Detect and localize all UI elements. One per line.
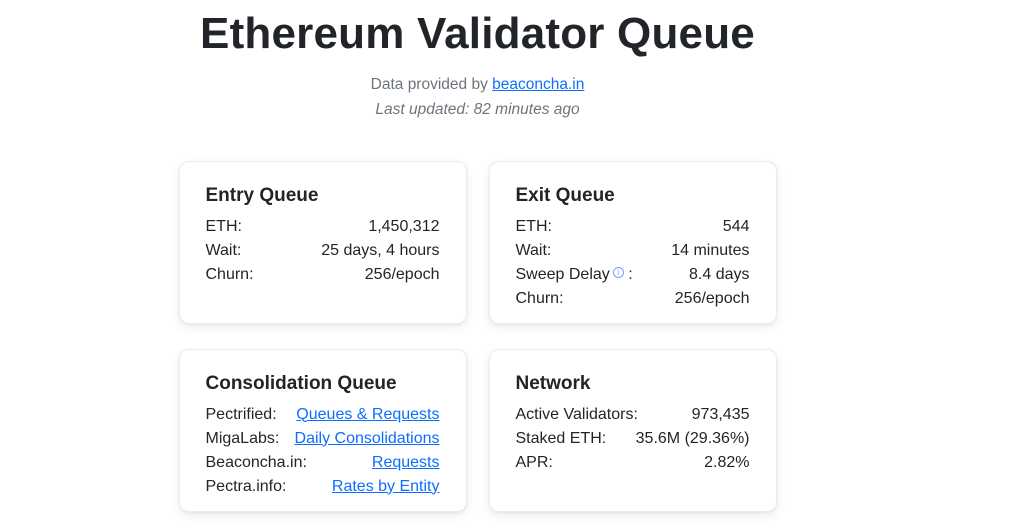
- card-title: Network: [515, 372, 591, 394]
- subtitle-text: Data provided by: [370, 75, 488, 93]
- row-label-text: Sweep Delay: [515, 265, 610, 283]
- stat-row: Pectra.info: Rates by Entity: [206, 475, 440, 499]
- row-label: Churn:: [206, 263, 254, 287]
- row-label-text: APR:: [515, 453, 553, 471]
- row-label-text: Staked ETH:: [515, 429, 607, 447]
- subtitle: Data provided by beaconcha.in: [0, 73, 955, 96]
- row-label-text: MigaLabs:: [205, 429, 280, 447]
- row-label-text: Pectra.info:: [205, 477, 287, 495]
- card-title: Entry Queue: [205, 184, 319, 206]
- stat-row: Active Validators: 973,435: [516, 403, 750, 427]
- row-label-text: ETH:: [515, 217, 552, 235]
- row-label: MigaLabs:: [206, 427, 280, 451]
- stat-row: ETH: 544: [516, 215, 750, 239]
- card-title: Exit Queue: [515, 184, 615, 206]
- row-label-text: Churn:: [205, 265, 254, 283]
- cards-grid: Entry Queue ETH: 1,450,312 Wait: 25 days, 4 …: [178, 160, 777, 512]
- stat-row: MigaLabs: Daily Consolidations: [206, 427, 440, 451]
- beaconcha-link[interactable]: beaconcha.in: [492, 75, 585, 93]
- row-label-text: Churn:: [515, 289, 564, 307]
- info-icon[interactable]: i: [612, 266, 624, 278]
- row-value: 2.82%: [704, 453, 750, 471]
- card-entry-queue: Entry Queue ETH: 1,450,312 Wait: 25 days, 4 …: [178, 160, 467, 324]
- last-updated-text: Last updated: 82 minutes ago: [375, 100, 580, 118]
- row-label-text: Pectrified:: [205, 405, 277, 423]
- row-value: 256/epoch: [364, 265, 440, 283]
- stat-row: Sweep Delay i : 8.4 days: [516, 263, 750, 287]
- content-column: Ethereum Validator Queue Data provided b…: [0, 0, 955, 512]
- row-link[interactable]: Rates by Entity: [331, 477, 440, 495]
- card-consolidation-queue: Consolidation Queue Pectrified: Queues & R…: [178, 348, 467, 512]
- stat-row: Wait: 14 minutes: [516, 239, 750, 263]
- row-label: Pectra.info:: [206, 475, 287, 499]
- row-label: ETH:: [516, 215, 552, 239]
- stat-row: Staked ETH: 35.6M (29.36%): [516, 427, 750, 451]
- page-title: Ethereum Validator Queue: [200, 9, 755, 58]
- card-title: Consolidation Queue: [205, 372, 397, 394]
- row-value: 35.6M (29.36%): [635, 429, 750, 447]
- row-link[interactable]: Daily Consolidations: [294, 429, 440, 447]
- card-network: Network Active Validators: 973,435 Staked E…: [488, 348, 777, 512]
- stat-row: Pectrified: Queues & Requests: [206, 403, 440, 427]
- row-label: Wait:: [516, 239, 552, 263]
- row-label-text: Active Validators:: [515, 405, 638, 423]
- row-label: Sweep Delay i :: [516, 263, 633, 287]
- row-label-suffix: :: [623, 265, 633, 283]
- row-label-text: ETH:: [205, 217, 242, 235]
- stat-row: Wait: 25 days, 4 hours: [206, 239, 440, 263]
- stat-row: APR: 2.82%: [516, 451, 750, 475]
- row-label: Churn:: [516, 287, 564, 311]
- row-link[interactable]: Requests: [371, 453, 440, 471]
- row-label-text: Beaconcha.in:: [205, 453, 307, 471]
- row-label: APR:: [516, 451, 553, 475]
- card-exit-queue: Exit Queue ETH: 544 Wait: 14 minutes Sweep De…: [488, 160, 777, 324]
- row-label: Staked ETH:: [516, 427, 607, 451]
- row-label-text: Wait:: [205, 241, 242, 259]
- stat-row: Beaconcha.in: Requests: [206, 451, 440, 475]
- row-value: 8.4 days: [689, 265, 750, 283]
- row-label: ETH:: [206, 215, 242, 239]
- row-link[interactable]: Queues & Requests: [296, 405, 440, 423]
- stat-row: Churn: 256/epoch: [206, 263, 440, 287]
- stat-row: Churn: 256/epoch: [516, 287, 750, 311]
- stat-row: ETH: 1,450,312: [206, 215, 440, 239]
- row-value: 973,435: [691, 405, 750, 423]
- row-value: 14 minutes: [671, 241, 750, 259]
- row-label: Pectrified:: [206, 403, 277, 427]
- page-header: Ethereum Validator Queue Data provided b…: [0, 0, 955, 121]
- row-label: Wait:: [206, 239, 242, 263]
- row-value: 544: [722, 217, 750, 235]
- row-value: 256/epoch: [674, 289, 750, 307]
- row-label: Beaconcha.in:: [206, 451, 307, 475]
- row-value: 1,450,312: [368, 217, 440, 235]
- row-value: 25 days, 4 hours: [321, 241, 440, 259]
- row-label: Active Validators:: [516, 403, 638, 427]
- row-label-text: Wait:: [515, 241, 552, 259]
